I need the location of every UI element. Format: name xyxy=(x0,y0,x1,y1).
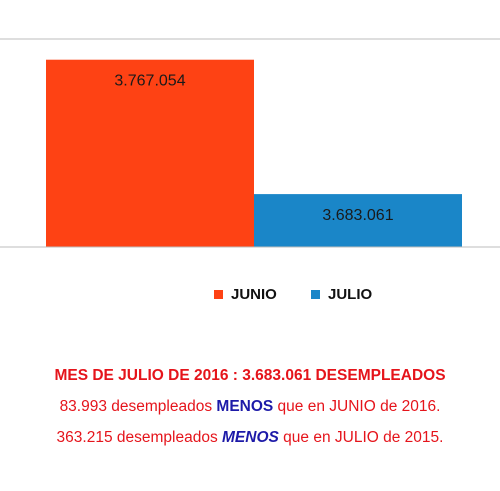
legend-item-julio: JULIO xyxy=(311,286,372,303)
bar-junio xyxy=(46,59,254,248)
note-total-julio: MES DE JULIO DE 2016 : 3.683.061 DESEMPL… xyxy=(54,367,446,384)
note-vs-julio-2015: 363.215 desempleados MENOS que en JULIO … xyxy=(0,422,500,453)
legend-label-junio: JUNIO xyxy=(231,286,277,303)
bar-chart: 3.767.054 3.683.061 xyxy=(0,38,500,248)
note-vs-julio-2015-pre: 363.215 desempleados xyxy=(56,429,223,446)
legend-item-junio: JUNIO xyxy=(214,286,277,303)
summary-notes: MES DE JULIO DE 2016 : 3.683.061 DESEMPL… xyxy=(0,360,500,453)
legend-label-julio: JULIO xyxy=(328,286,373,303)
note-vs-junio-post: que en JUNIO de 2016. xyxy=(273,398,441,415)
data-label-junio: 3.767.054 xyxy=(114,73,185,90)
chart-legend: JUNIO JULIO xyxy=(0,286,500,308)
legend-swatch-julio xyxy=(311,290,320,299)
note-vs-junio-menos: MENOS xyxy=(216,398,274,415)
data-label-julio: 3.683.061 xyxy=(322,207,393,224)
note-vs-julio-2015-post: que en JULIO de 2015. xyxy=(278,429,444,446)
note-vs-junio-pre: 83.993 desempleados xyxy=(59,398,217,415)
legend-swatch-junio xyxy=(214,290,223,299)
bar-julio xyxy=(254,194,462,247)
note-vs-junio: 83.993 desempleados MENOS que en JUNIO d… xyxy=(0,391,500,422)
note-vs-julio-2015-menos: MENOS xyxy=(222,429,279,446)
